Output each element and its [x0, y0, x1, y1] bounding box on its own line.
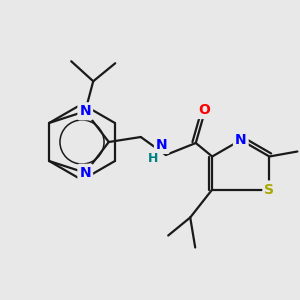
- Text: N: N: [80, 104, 91, 118]
- Text: O: O: [198, 103, 210, 117]
- Text: N: N: [80, 166, 91, 180]
- Text: N: N: [156, 138, 168, 152]
- Text: N: N: [235, 133, 247, 147]
- Text: H: H: [148, 152, 158, 164]
- Text: S: S: [264, 182, 274, 197]
